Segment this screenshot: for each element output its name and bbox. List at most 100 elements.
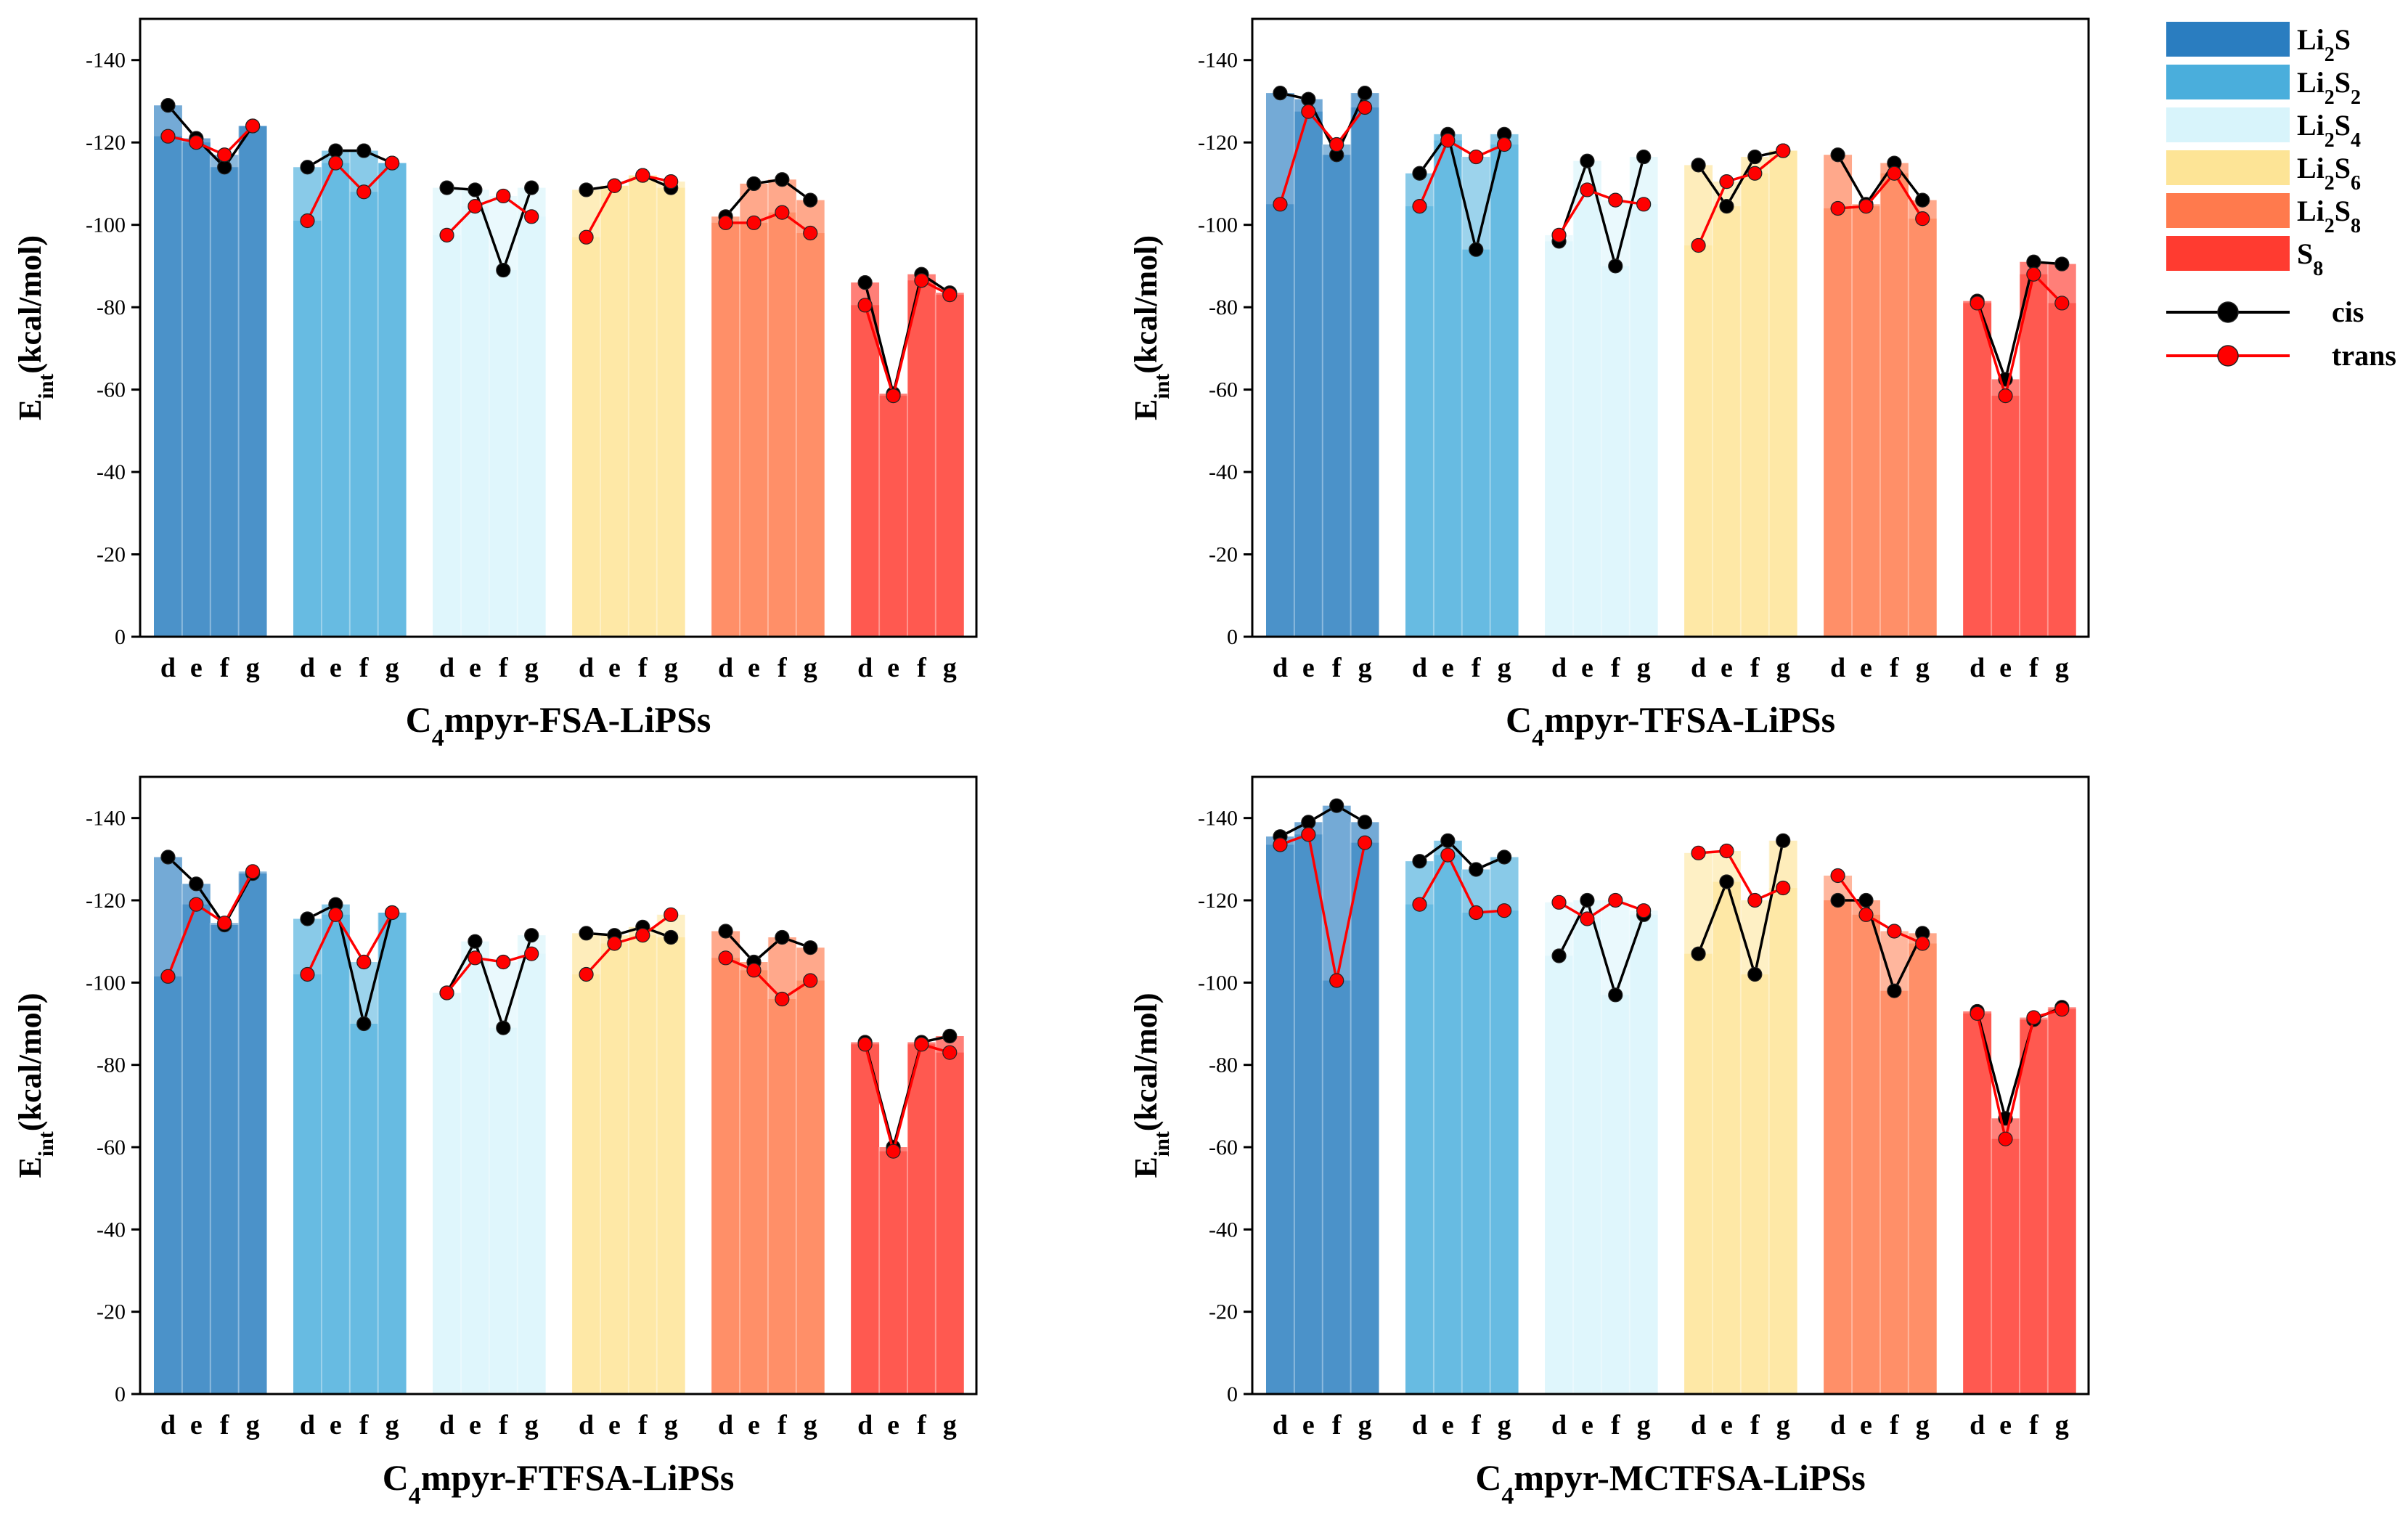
x-category-label: d <box>857 1410 873 1440</box>
point-trans <box>300 213 315 229</box>
y-tick-label: -100 <box>1198 213 1238 237</box>
legend-rest: S <box>2335 109 2351 142</box>
point-cis <box>1580 892 1595 908</box>
bar-trans <box>1322 144 1351 637</box>
bar-trans <box>1545 235 1573 637</box>
series-line-cis <box>725 178 812 218</box>
point-trans <box>775 991 790 1007</box>
point-cis <box>1776 833 1791 848</box>
bar-trans <box>907 1044 936 1394</box>
point-cis <box>1608 987 1623 1003</box>
point-trans <box>1915 211 1930 227</box>
plot-frame <box>139 17 978 638</box>
series-line-trans <box>585 913 672 976</box>
point-cis <box>1719 874 1734 889</box>
point-cis <box>857 274 873 290</box>
bar-trans <box>1991 396 2020 637</box>
x-category-label: f <box>778 1410 788 1440</box>
y-tick-label: -60 <box>97 378 126 402</box>
point-trans <box>245 118 261 134</box>
series-line-trans <box>446 194 533 237</box>
x-category-label: d <box>1273 653 1288 683</box>
x-category-label: g <box>804 653 817 683</box>
bar-trans <box>1405 904 1434 1394</box>
bar-trans <box>293 220 322 637</box>
bar-trans <box>1405 206 1434 637</box>
series-line-trans <box>1697 150 1784 246</box>
bar-trans <box>1991 1138 2020 1394</box>
point-trans <box>1608 892 1623 908</box>
y-tick-label: -100 <box>86 971 126 995</box>
x-category-label: e <box>469 653 481 683</box>
point-trans <box>1580 911 1595 926</box>
title-rest: mpyr-FSA-LiPSs <box>444 699 711 740</box>
title-rest: mpyr-TFSA-LiPSs <box>1544 699 1835 740</box>
legend-base: Li <box>2297 66 2325 99</box>
point-trans <box>1497 903 1512 918</box>
legend-rest: S <box>2335 152 2351 184</box>
series-line-trans <box>1975 1008 2062 1140</box>
series-line-trans <box>1278 106 1366 205</box>
x-category-label: d <box>160 1410 176 1440</box>
x-category-label: g <box>664 653 678 683</box>
x-category-label: g <box>1498 1410 1511 1440</box>
bar-trans <box>935 1052 964 1394</box>
point-cis <box>1412 854 1427 869</box>
y-tick-label: -60 <box>1209 1136 1238 1160</box>
y-tick-label: -100 <box>1198 971 1238 995</box>
ylabel-sub: int <box>1150 374 1174 399</box>
point-trans <box>2054 1002 2070 1017</box>
point-cis <box>1747 966 1763 982</box>
series-line-cis <box>306 149 393 168</box>
bar-trans <box>321 914 350 1394</box>
bar-trans <box>238 871 267 1394</box>
point-cis <box>356 1016 372 1032</box>
ylabel-main: E <box>1128 1157 1164 1178</box>
chart-title: C4mpyr-FTFSA-LiPSs <box>383 1457 735 1509</box>
x-category-label: g <box>664 1410 678 1440</box>
point-cis <box>328 143 343 158</box>
point-cis <box>1858 892 1874 908</box>
y-tick-label: -40 <box>1209 460 1238 484</box>
x-category-label: g <box>1776 653 1790 683</box>
legend-sub1: 2 <box>2325 44 2335 66</box>
point-trans <box>1412 199 1427 214</box>
series-line-trans <box>306 160 393 221</box>
legend-swatch-li2s4 <box>2166 107 2290 142</box>
point-trans <box>803 973 818 988</box>
series-line-cis <box>586 925 672 939</box>
bar-trans <box>1294 834 1323 1394</box>
x-category-label: g <box>1776 1410 1790 1440</box>
point-trans <box>1970 1006 1985 1021</box>
x-category-label: d <box>300 653 315 683</box>
bar-trans <box>460 958 489 1394</box>
point-trans <box>524 946 539 961</box>
x-category-label: d <box>1830 1410 1845 1440</box>
x-category-label: f <box>917 1410 927 1440</box>
bar-trans <box>1545 902 1573 1394</box>
x-category-label: d <box>1691 1410 1706 1440</box>
point-cis <box>775 929 790 945</box>
point-cis <box>2054 256 2070 272</box>
ylabel-main: E <box>12 1157 48 1178</box>
bar-trans <box>656 182 685 637</box>
point-cis <box>1691 158 1706 173</box>
y-tick-label: 0 <box>1227 1382 1238 1406</box>
point-trans <box>1719 174 1734 190</box>
legend-base: S <box>2297 237 2313 270</box>
point-trans <box>1440 133 1456 148</box>
point-trans <box>1747 166 1763 181</box>
point-cis <box>1887 983 1902 998</box>
bar-trans <box>2019 274 2048 637</box>
title-rest: mpyr-MCTFSA-LiPSs <box>1514 1457 1865 1498</box>
bar-trans <box>349 962 378 1394</box>
bar-trans <box>711 958 740 1394</box>
point-trans <box>1497 136 1512 152</box>
legend-rest: S <box>2335 195 2351 227</box>
bar-trans <box>1266 204 1294 637</box>
x-category-label: e <box>1860 1410 1872 1440</box>
legend-label-trans: trans <box>2332 339 2396 372</box>
bar-trans <box>711 222 740 637</box>
y-tick-label: -20 <box>97 543 126 567</box>
